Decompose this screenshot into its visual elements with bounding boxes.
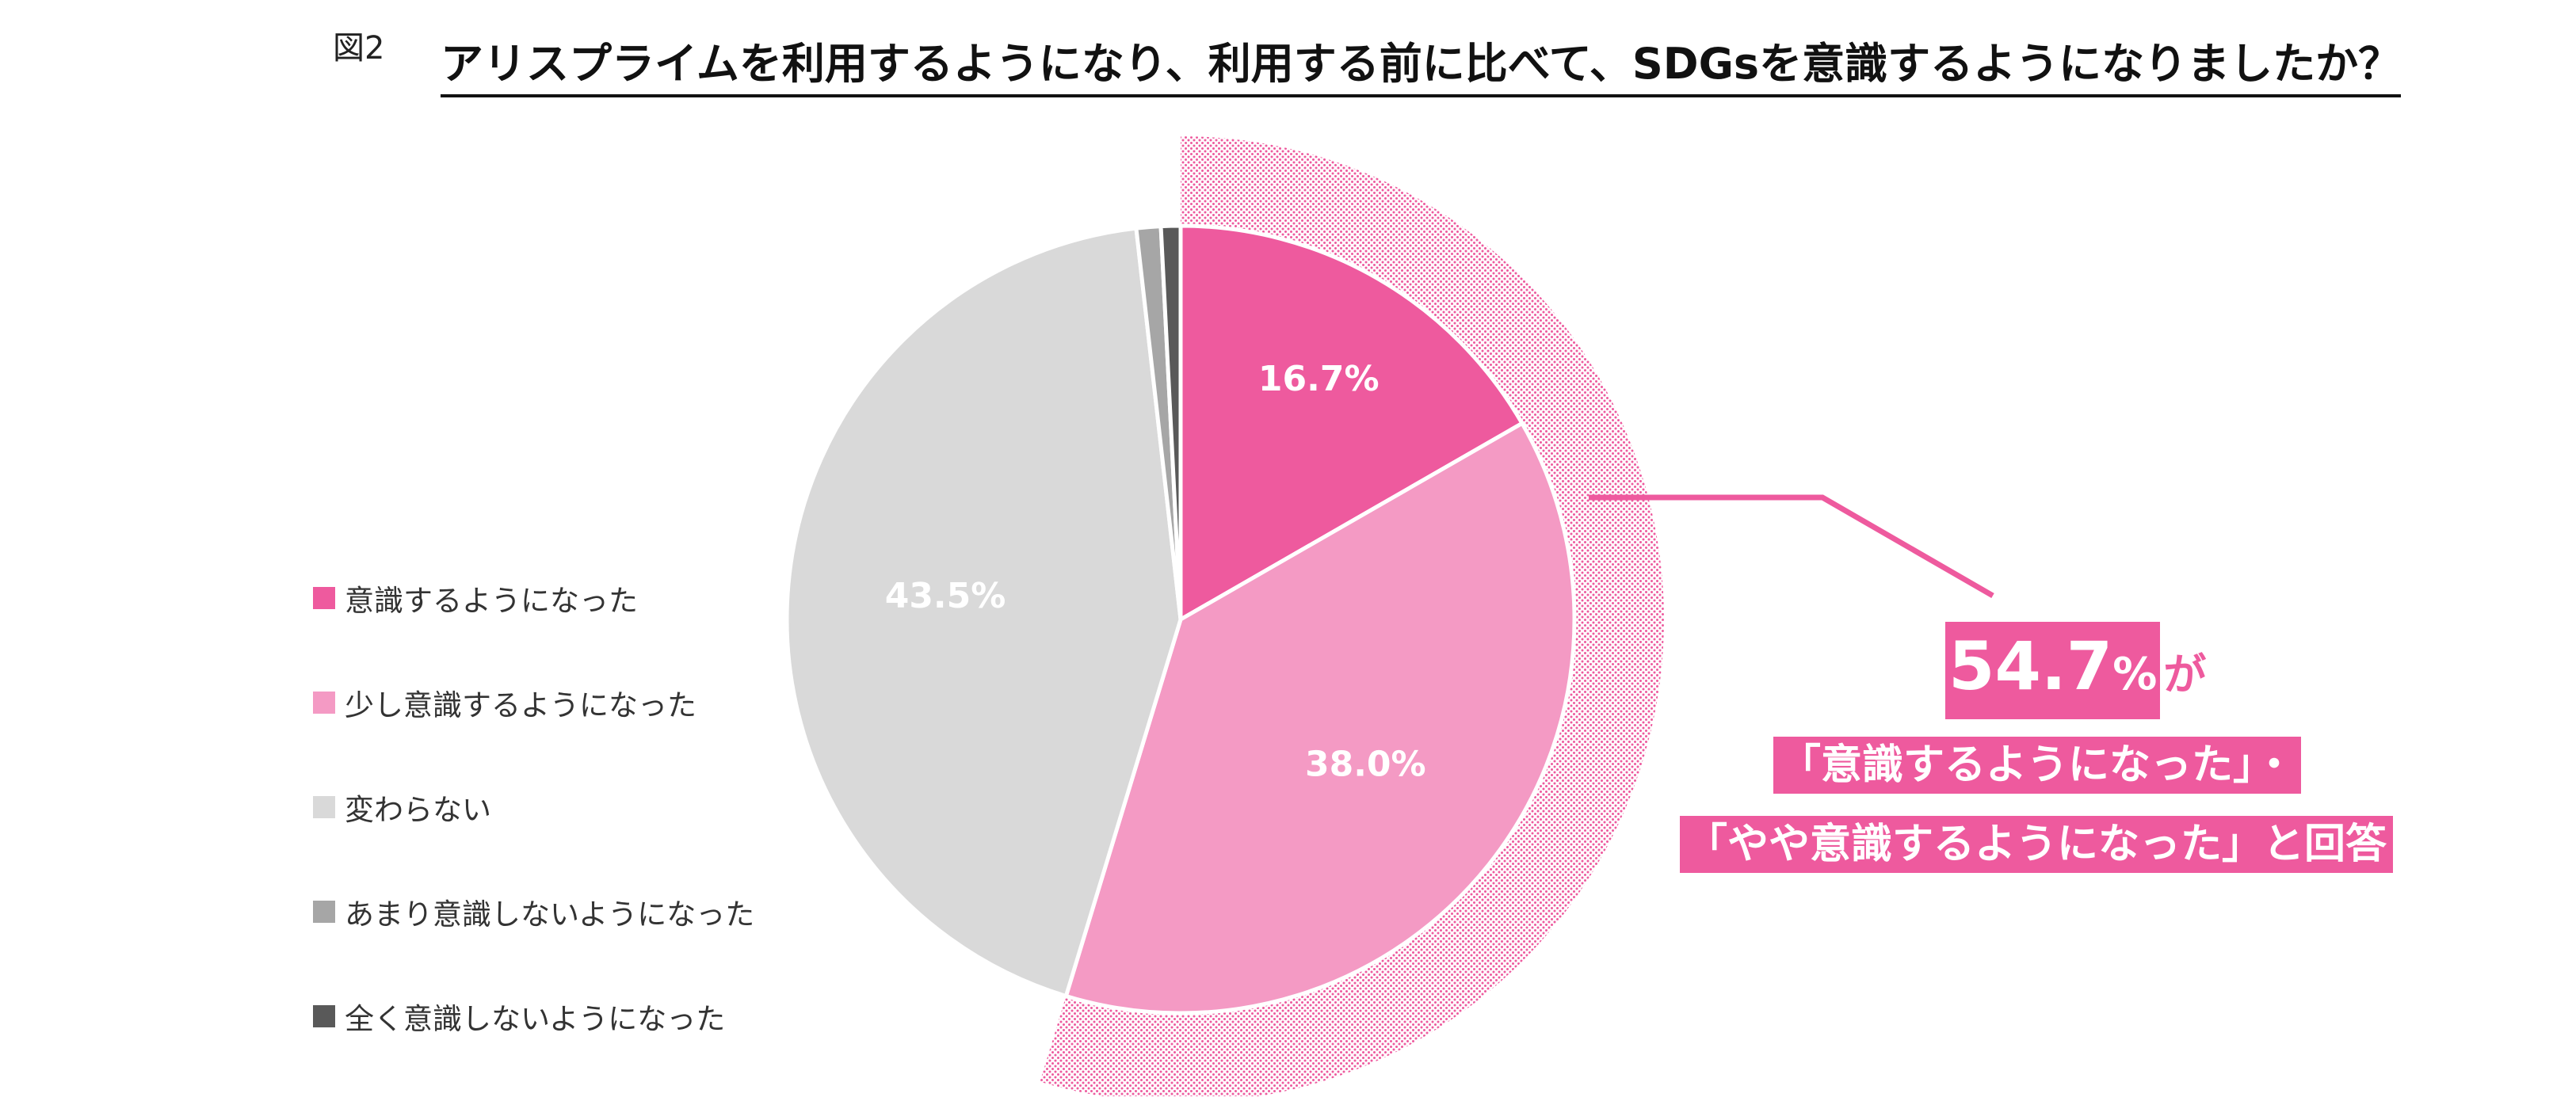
callout-percent-box: 54.7% <box>1945 622 2161 719</box>
data-label-2: 38.0% <box>1305 745 1426 785</box>
legend-swatch <box>313 692 335 714</box>
callout-suffix: が <box>2163 650 2207 699</box>
callout-line-1: 「意識するようになった」・ <box>1773 737 2302 794</box>
legend: 意識するようになった少し意識するようになった 変わらないあまり意識しないようになっ… <box>313 582 754 1105</box>
chart-title: アリスプライムを利用するようになり、利用する前に比べて、SDGsを意識するように… <box>441 29 2402 97</box>
legend-item-3: 変わらない <box>313 791 754 827</box>
legend-label: 意識するようになった <box>345 584 638 618</box>
legend-swatch <box>313 1005 335 1027</box>
legend-item-1: 意識するようになった <box>313 582 754 618</box>
pie-slice-1 <box>1178 223 1525 622</box>
highlight-ring <box>1040 136 1664 1096</box>
legend-label: 少し意識するようになった <box>345 688 696 722</box>
legend-item-2: 少し意識するようになった <box>313 687 754 722</box>
legend-swatch <box>313 587 335 609</box>
legend-label: 変わらない <box>345 793 491 827</box>
legend-item-4: あまり意識しないようになった <box>313 896 754 932</box>
legend-item-5: 全く意識しないようになった <box>313 1000 754 1036</box>
pie-slice-3 <box>784 226 1183 998</box>
data-label-1: 16.7% <box>1258 359 1380 399</box>
data-label-3: 43.5% <box>885 576 1006 616</box>
callout-percent: 54.7% が <box>1945 622 2206 719</box>
figure-label: 図2 <box>333 30 385 67</box>
pie-slice-5 <box>1158 223 1183 622</box>
callout-line-2: 「やや意識するようになった」と回答 <box>1680 816 2394 873</box>
pie-slice-2 <box>1063 421 1577 1015</box>
callout-connector <box>1589 494 1994 599</box>
legend-label: 全く意識しないようになった <box>345 1002 726 1036</box>
legend-label: あまり意識しないようになった <box>345 897 755 932</box>
callout-percent-value: 54.7 <box>1948 627 2113 705</box>
legend-swatch <box>313 796 335 818</box>
legend-swatch <box>313 901 335 923</box>
callout-percent-unit: % <box>2112 649 2158 700</box>
